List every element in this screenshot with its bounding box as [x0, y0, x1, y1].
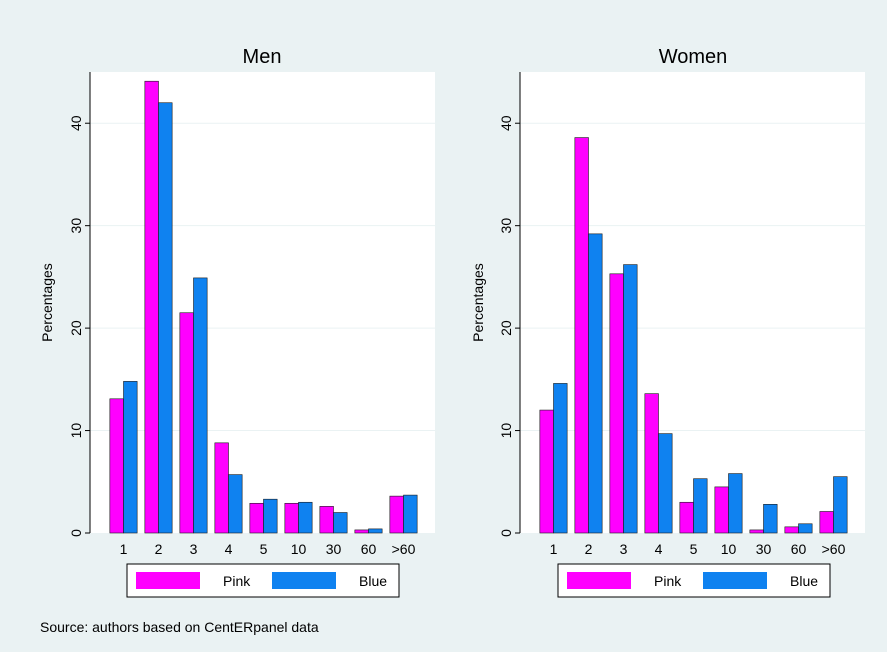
legend-swatch — [272, 572, 336, 589]
x-tick-label: 10 — [721, 541, 737, 557]
x-tick-label: 10 — [291, 541, 307, 557]
bar-blue — [193, 277, 208, 534]
panel-men: 0 10 20 30 40 Percentages Men 1 2 3 4 5 10 30 60 >60 Pin… — [39, 46, 435, 598]
bar-pink — [784, 526, 799, 534]
x-tick-label: 4 — [225, 541, 233, 557]
bar-blue — [693, 478, 708, 534]
bar-pink — [179, 312, 194, 534]
bar-pink — [539, 409, 554, 534]
x-tick-label: 60 — [361, 541, 377, 557]
plot-area — [90, 72, 435, 533]
y-axis-label: Percentages — [470, 263, 486, 342]
bar-blue — [333, 512, 348, 534]
bar-pink — [749, 529, 764, 534]
y-axis-label: Percentages — [39, 263, 55, 342]
plot-area — [520, 72, 865, 533]
bar-blue — [228, 474, 243, 534]
legend-label: Blue — [790, 573, 818, 589]
bar-pink — [319, 506, 334, 534]
x-tick-label: 3 — [190, 541, 198, 557]
bar-pink — [819, 511, 834, 534]
bar-blue — [623, 264, 638, 534]
bar-pink — [679, 501, 694, 534]
legend-swatch — [703, 572, 767, 589]
x-tick-label: 5 — [690, 541, 698, 557]
bar-blue — [798, 523, 813, 534]
legend-label: Pink — [223, 573, 251, 589]
y-tick-label: 10 — [68, 423, 84, 439]
bar-pink — [389, 495, 404, 534]
legend-box — [126, 563, 400, 598]
chart-title: Women — [659, 46, 728, 68]
bar-blue — [833, 476, 848, 534]
y-tick-label: 40 — [68, 115, 84, 131]
bar-pink — [284, 502, 299, 534]
bar-blue — [553, 383, 568, 534]
y-tick-label: 40 — [498, 115, 514, 131]
bar-pink — [609, 273, 624, 534]
y-tick-label: 10 — [498, 423, 514, 439]
x-tick-label: 2 — [155, 541, 163, 557]
x-tick-label: 3 — [620, 541, 628, 557]
bar-pink — [574, 137, 589, 534]
bar-blue — [263, 498, 278, 534]
x-tick-label: 4 — [655, 541, 663, 557]
x-tick-label: 5 — [260, 541, 268, 557]
bar-pink — [214, 442, 229, 534]
bar-blue — [588, 233, 603, 534]
bar-blue — [368, 528, 383, 534]
x-tick-label: 30 — [326, 541, 342, 557]
y-tick-label: 20 — [498, 320, 514, 336]
y-tick-label: 0 — [68, 529, 84, 537]
bar-blue — [658, 433, 673, 534]
bar-pink — [144, 80, 159, 534]
legend-swatch — [567, 572, 631, 589]
bar-blue — [728, 473, 743, 534]
x-tick-label: 1 — [120, 541, 128, 557]
x-tick-label: 2 — [585, 541, 593, 557]
bar-blue — [298, 501, 313, 534]
legend-swatch — [136, 572, 200, 589]
x-tick-label: >60 — [822, 541, 846, 557]
bar-pink — [714, 486, 729, 534]
y-tick-label: 20 — [68, 320, 84, 336]
bar-pink — [644, 393, 659, 534]
bar-pink — [354, 529, 369, 534]
chart-title: Men — [243, 46, 282, 68]
bar-blue — [158, 102, 173, 534]
source-note: Source: authors based on CentERpanel dat… — [40, 619, 319, 635]
y-tick-label: 0 — [498, 529, 514, 537]
bar-blue — [763, 504, 778, 534]
x-tick-label: 60 — [791, 541, 807, 557]
x-tick-label: 30 — [756, 541, 772, 557]
bar-pink — [109, 398, 124, 534]
bar-blue — [123, 381, 138, 534]
x-tick-label: 1 — [550, 541, 558, 557]
panel-women: 0 10 20 30 40 Percentages Women 1 2 3 4 5 10 30 60 >60 P… — [470, 46, 865, 598]
legend-label: Pink — [654, 573, 682, 589]
y-tick-label: 30 — [498, 218, 514, 234]
x-tick-label: >60 — [392, 541, 416, 557]
y-tick-label: 30 — [68, 218, 84, 234]
bar-pink — [249, 502, 264, 534]
bar-blue — [403, 494, 418, 534]
legend-label: Blue — [359, 573, 387, 589]
